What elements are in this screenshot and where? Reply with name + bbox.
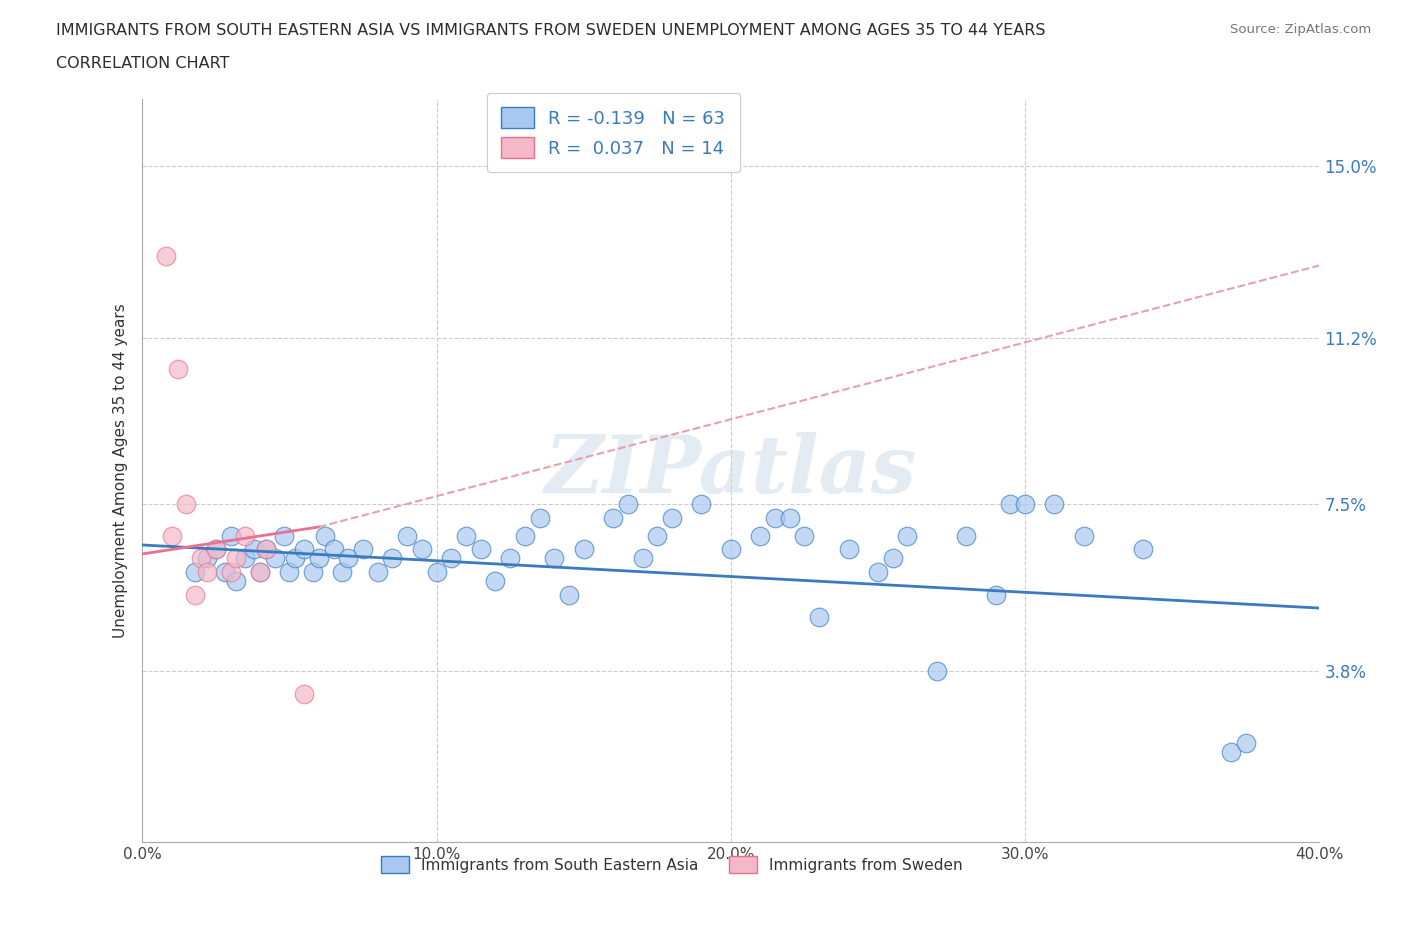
Point: [292, 542, 315, 557]
Point: [763, 511, 786, 525]
Text: CORRELATION CHART: CORRELATION CHART: [56, 56, 229, 71]
Point: [292, 686, 315, 701]
Point: [195, 565, 218, 579]
Point: [195, 551, 218, 566]
Point: [513, 528, 536, 543]
Point: [896, 528, 918, 543]
Text: IMMIGRANTS FROM SOUTH EASTERN ASIA VS IMMIGRANTS FROM SWEDEN UNEMPLOYMENT AMONG : IMMIGRANTS FROM SOUTH EASTERN ASIA VS IM…: [56, 23, 1046, 38]
Point: [499, 551, 522, 566]
Point: [925, 664, 948, 679]
Point: [470, 542, 492, 557]
Point: [322, 542, 344, 557]
Point: [337, 551, 360, 566]
Point: [225, 574, 247, 589]
Point: [166, 362, 188, 377]
Point: [426, 565, 449, 579]
Y-axis label: Unemployment Among Ages 35 to 44 years: Unemployment Among Ages 35 to 44 years: [114, 303, 128, 638]
Point: [273, 528, 295, 543]
Point: [381, 551, 404, 566]
Point: [1014, 497, 1036, 512]
Point: [233, 528, 256, 543]
Point: [214, 565, 236, 579]
Point: [352, 542, 374, 557]
Point: [661, 511, 683, 525]
Point: [837, 542, 859, 557]
Point: [233, 551, 256, 566]
Point: [558, 587, 581, 602]
Point: [254, 542, 277, 557]
Point: [184, 565, 207, 579]
Point: [176, 497, 198, 512]
Point: [219, 565, 242, 579]
Legend: Immigrants from South Eastern Asia, Immigrants from Sweden: Immigrants from South Eastern Asia, Immi…: [375, 850, 969, 880]
Point: [631, 551, 654, 566]
Point: [396, 528, 419, 543]
Point: [249, 565, 271, 579]
Point: [302, 565, 325, 579]
Point: [484, 574, 506, 589]
Point: [184, 587, 207, 602]
Point: [1073, 528, 1095, 543]
Point: [543, 551, 565, 566]
Point: [225, 551, 247, 566]
Text: Source: ZipAtlas.com: Source: ZipAtlas.com: [1230, 23, 1371, 36]
Point: [205, 542, 228, 557]
Point: [205, 542, 228, 557]
Point: [984, 587, 1007, 602]
Point: [690, 497, 713, 512]
Point: [243, 542, 266, 557]
Point: [440, 551, 463, 566]
Point: [411, 542, 433, 557]
Point: [190, 551, 212, 566]
Point: [882, 551, 904, 566]
Point: [254, 542, 277, 557]
Point: [572, 542, 595, 557]
Point: [263, 551, 285, 566]
Point: [529, 511, 551, 525]
Point: [1220, 745, 1243, 760]
Point: [1043, 497, 1066, 512]
Point: [793, 528, 815, 543]
Point: [219, 528, 242, 543]
Point: [645, 528, 668, 543]
Point: [249, 565, 271, 579]
Text: ZIPatlas: ZIPatlas: [544, 432, 917, 510]
Point: [160, 528, 183, 543]
Point: [749, 528, 772, 543]
Point: [1000, 497, 1022, 512]
Point: [155, 249, 177, 264]
Point: [367, 565, 389, 579]
Point: [314, 528, 336, 543]
Point: [1234, 736, 1257, 751]
Point: [308, 551, 330, 566]
Point: [808, 610, 831, 625]
Point: [779, 511, 801, 525]
Point: [866, 565, 889, 579]
Point: [1132, 542, 1154, 557]
Point: [284, 551, 307, 566]
Point: [617, 497, 640, 512]
Point: [332, 565, 354, 579]
Point: [278, 565, 301, 579]
Point: [720, 542, 742, 557]
Point: [602, 511, 624, 525]
Point: [454, 528, 477, 543]
Point: [955, 528, 977, 543]
